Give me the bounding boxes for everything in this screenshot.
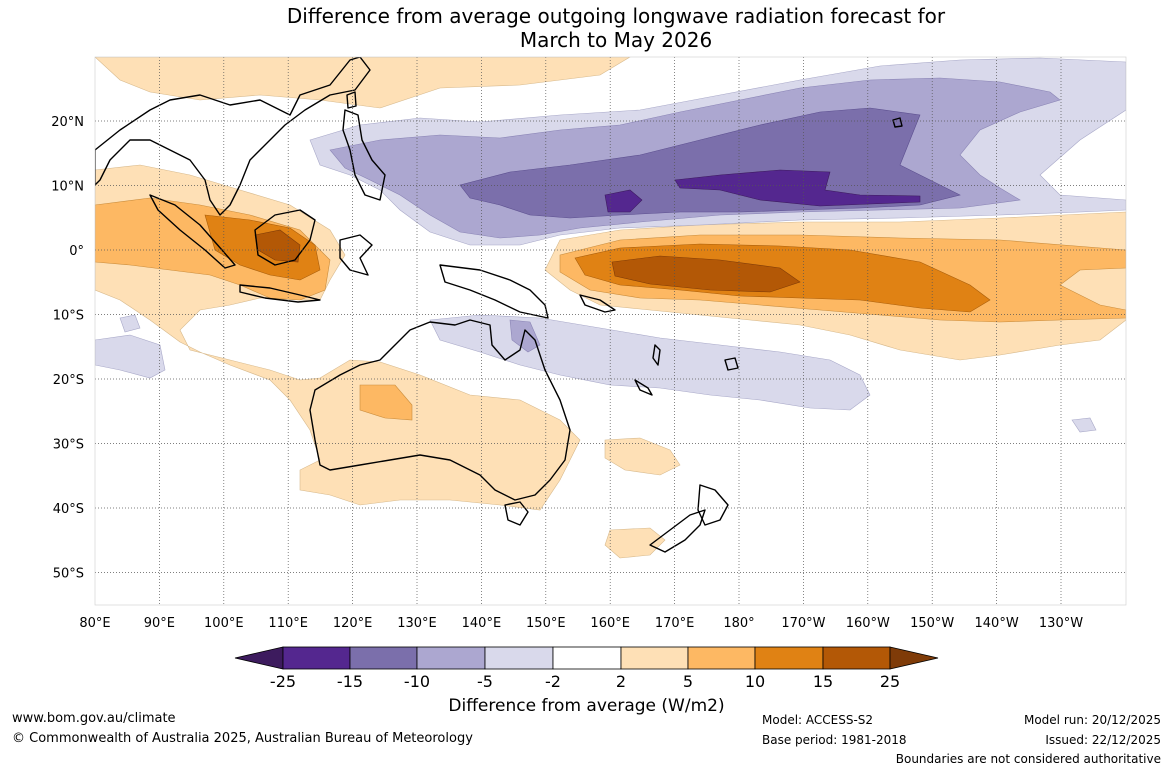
longitude-labels: 80°E 90°E 100°E 110°E 120°E 130°E 140°E 150°E 16…	[79, 616, 1083, 631]
colorbar-extend-low	[234, 646, 284, 670]
anomaly-pos15-pacific	[611, 255, 801, 293]
longitude-label: 150°W	[910, 616, 954, 631]
longitude-label: 180°	[723, 616, 754, 631]
anomaly-neg2-small-1	[119, 314, 141, 333]
colorbar-bin-neg5	[416, 646, 486, 670]
anomaly-pos2-tasman	[604, 437, 681, 476]
anomaly-neg15-core	[674, 169, 921, 207]
longitude-label: 80°E	[79, 616, 110, 631]
map-frame	[94, 56, 1127, 606]
colorbar-tick-label: -2	[545, 672, 561, 691]
longitude-label: 130°E	[397, 616, 437, 631]
anomaly-neg15-west	[604, 189, 643, 213]
colorbar-tick-label: -15	[337, 672, 363, 691]
anomaly-neg2-coral-sea	[429, 314, 871, 411]
colorbar-tick-label: 10	[745, 672, 765, 691]
colorbar-tick-label: 15	[813, 672, 833, 691]
colorbar-tick-label: 25	[880, 672, 900, 691]
disclaimer-text: Boundaries are not considered authoritat…	[895, 752, 1161, 766]
colorbar-tick-label: 2	[616, 672, 626, 691]
anomaly-pos5-australia	[359, 384, 413, 421]
longitude-label: 130°W	[1039, 616, 1083, 631]
longitude-label: 120°E	[333, 616, 373, 631]
website-link[interactable]: www.bom.gov.au/climate	[12, 711, 176, 726]
colorbar: -25 -15 -10 -5 -2 2 5 10 15 25	[234, 646, 939, 691]
colorbar-extend-high	[889, 646, 939, 670]
latitude-label: 30°S	[53, 438, 84, 453]
colorbar-bin-pos15	[822, 646, 891, 670]
latitude-label: 20°N	[51, 115, 84, 130]
colorbar-tick-label: 5	[683, 672, 693, 691]
colorbar-bin-neg10	[349, 646, 418, 670]
latitude-label: 40°S	[53, 502, 84, 517]
latitude-label: 20°S	[53, 373, 84, 388]
coastlines	[95, 57, 903, 553]
model-text: Model: ACCESS-S2	[762, 713, 874, 727]
coast-mainland-asia	[95, 57, 371, 216]
colorbar-tick-label: -5	[477, 672, 493, 691]
coast-new-caledonia	[634, 379, 653, 396]
longitude-label: 100°E	[204, 616, 244, 631]
coast-sulawesi	[339, 234, 373, 276]
longitude-label: 160°E	[590, 616, 630, 631]
longitude-label: 170°E	[655, 616, 695, 631]
coast-new-guinea	[439, 264, 549, 319]
coast-borneo	[254, 209, 316, 266]
colorbar-title: Difference from average (W/m2)	[448, 696, 725, 716]
colorbar-bin-neg15	[282, 646, 351, 670]
anomaly-field	[95, 57, 1126, 559]
colorbar-bin-zero	[552, 646, 622, 670]
longitude-label: 90°E	[144, 616, 175, 631]
latitude-label: 50°S	[53, 567, 84, 582]
coast-nz-north	[697, 484, 729, 526]
anomaly-neg2-small-2	[1071, 417, 1097, 433]
latitude-label: 10°S	[53, 309, 84, 324]
longitude-label: 140°E	[462, 616, 502, 631]
anomaly-pos2-asia-north	[95, 57, 631, 109]
longitude-label: 110°E	[268, 616, 308, 631]
colorbar-tick-label: -25	[270, 672, 296, 691]
ocean-map: 80°E 90°E 100°E 110°E 120°E 130°E 140°E 150°E 16…	[51, 56, 1127, 631]
latitude-labels: 20°N 10°N 0° 10°S 20°S 30°S 40°S 50°S	[51, 115, 84, 582]
anomaly-neg5-png	[509, 319, 541, 353]
colorbar-bin-neg2	[484, 646, 554, 670]
longitude-label: 170°W	[781, 616, 825, 631]
anomaly-pos2-new-zealand	[604, 527, 666, 559]
coast-nz-south	[649, 509, 706, 553]
coast-hawaii	[892, 117, 903, 128]
longitude-label: 150°E	[526, 616, 566, 631]
coast-australia	[309, 319, 571, 501]
latitude-label: 10°N	[51, 180, 84, 195]
coast-java	[239, 284, 321, 303]
coast-philippines	[342, 109, 386, 201]
model-run-text: Model run: 20/12/2025	[1023, 713, 1161, 727]
colorbar-tick-labels: -25 -15 -10 -5 -2 2 5 10 15 25	[270, 672, 900, 691]
longitude-label: 140°W	[975, 616, 1019, 631]
base-period-text: Base period: 1981-2018	[762, 733, 907, 747]
coast-solomons	[579, 294, 616, 313]
colorbar-tick-label: -10	[404, 672, 430, 691]
colorbar-bin-pos2	[620, 646, 689, 670]
copyright-text: © Commonwealth of Australia 2025, Austra…	[12, 731, 473, 746]
map-title: Difference from average outgoing longwav…	[0, 4, 1173, 52]
coast-fiji	[724, 357, 739, 371]
issued-text: Issued: 22/12/2025	[1045, 733, 1161, 747]
map-title-line1: Difference from average outgoing longwav…	[286, 4, 946, 28]
anomaly-neg2-south-indian	[95, 334, 166, 379]
longitude-label: 160°W	[846, 616, 890, 631]
latitude-label: 0°	[69, 244, 84, 259]
coast-tasmania	[504, 501, 529, 526]
colorbar-bin-pos10	[754, 646, 824, 670]
coast-vanuatu	[652, 344, 661, 366]
coast-sumatra	[149, 194, 236, 269]
colorbar-bin-pos5	[687, 646, 756, 670]
map-title-line2: March to May 2026	[519, 28, 713, 52]
anomaly-neg10-north-pacific	[459, 107, 961, 219]
gridlines	[95, 57, 1126, 605]
